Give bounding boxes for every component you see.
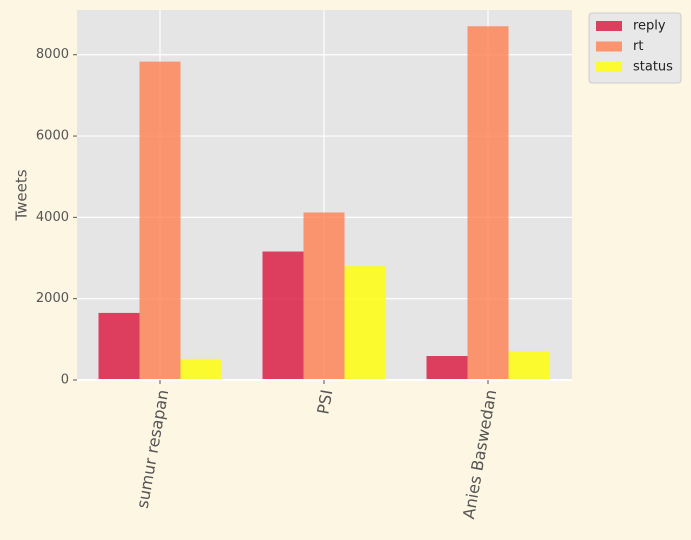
y-tick-label: 6000 [36,129,69,144]
bar-status [344,266,386,380]
bar-reply [98,312,140,380]
y-tick-label: 4000 [36,210,69,225]
legend-label-reply: reply [633,19,666,34]
x-tick-label: sumur resapan [133,388,173,510]
bar-reply [262,251,304,380]
x-tick-label: PSI [313,388,336,415]
bars [98,26,550,381]
y-axis: 0 2000 4000 6000 8000 [36,47,77,388]
legend-label-status: status [633,60,673,75]
legend-swatch-status [596,62,622,72]
legend-label-rt: rt [633,39,643,54]
y-tick-label: 8000 [36,47,69,62]
legend: reply rt status [588,12,682,84]
x-axis: sumur resapan PSI Anies Baswedan [77,379,572,520]
bar-rt [139,61,181,381]
y-tick-label: 0 [61,373,69,388]
bar-status [508,351,550,380]
legend-swatch-rt [596,41,622,52]
bar-rt [467,26,509,381]
legend-swatch-reply [596,21,622,31]
y-axis-label: Tweets [13,169,31,221]
x-tick-label: Anies Baswedan [459,388,500,520]
bar-status [180,358,222,380]
y-tick-label: 2000 [36,291,69,306]
bar-reply [426,356,468,380]
bar-rt [303,212,345,380]
